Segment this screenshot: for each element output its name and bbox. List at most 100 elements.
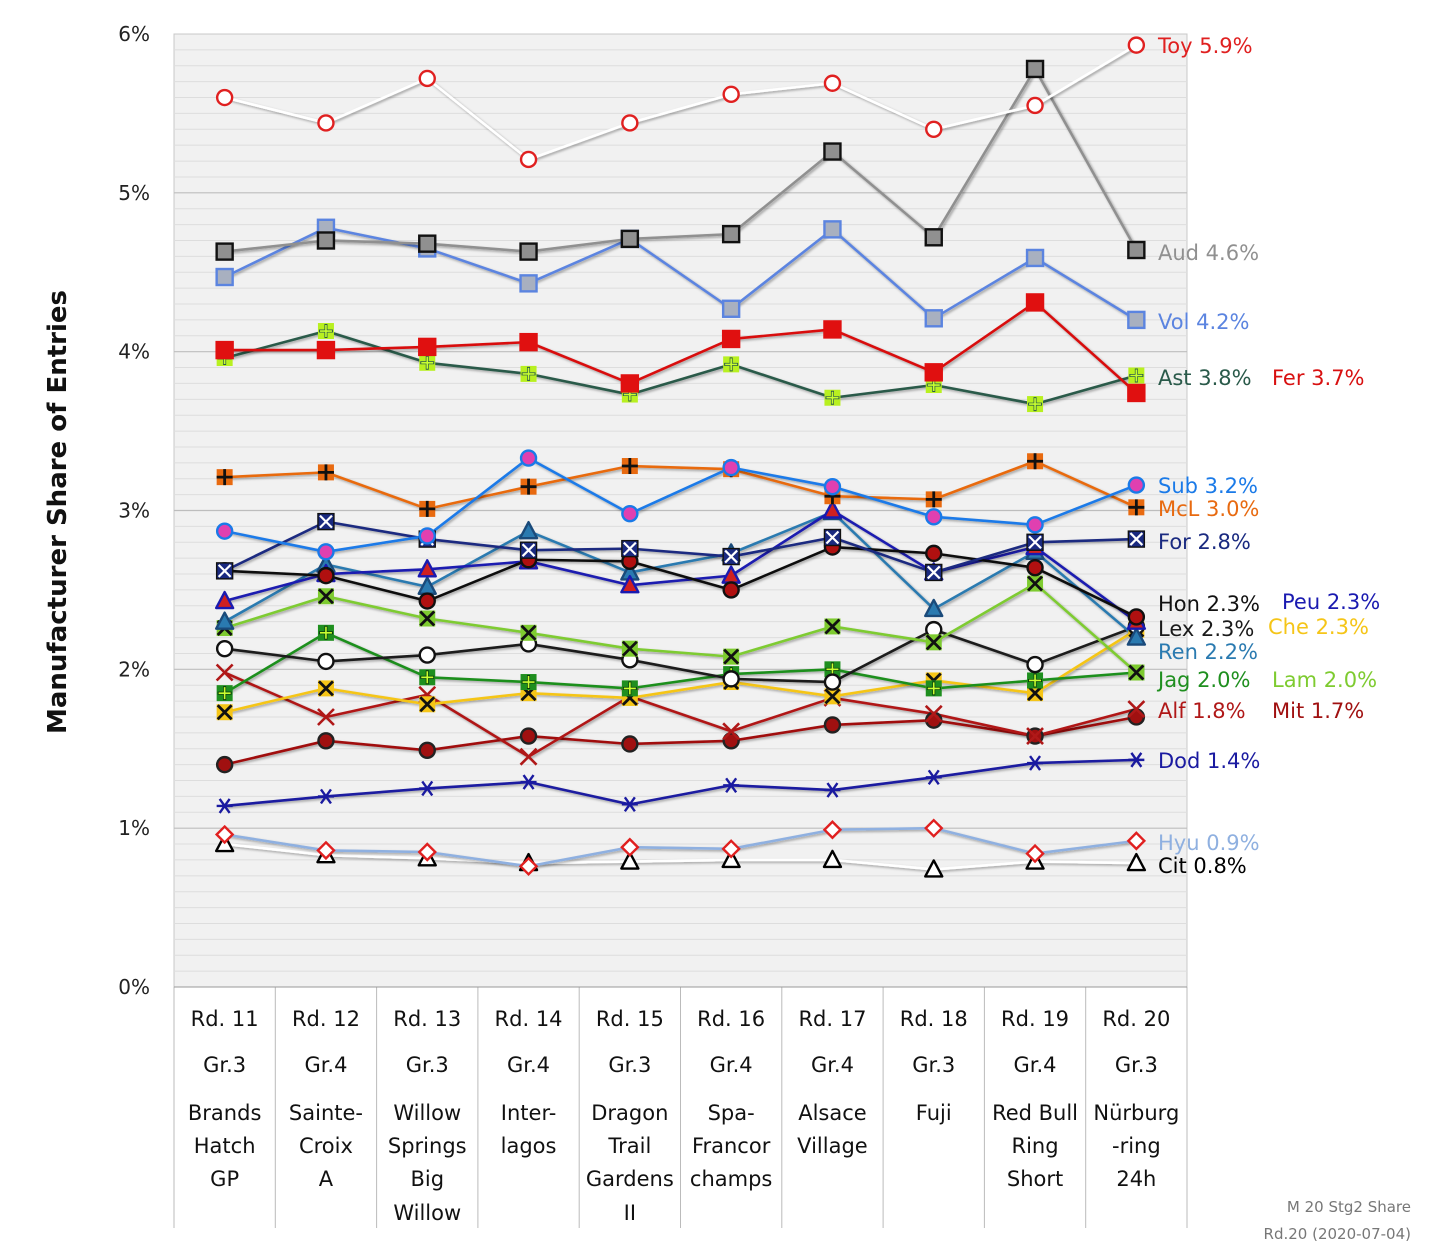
data-point-alf <box>215 663 234 682</box>
data-point-fer <box>924 363 943 382</box>
data-point-fer <box>823 320 842 339</box>
data-point-aud <box>418 234 437 253</box>
y-tick-label: 3% <box>118 499 150 523</box>
data-point-for <box>1127 530 1146 548</box>
data-point-hon <box>1026 558 1044 577</box>
data-point-che <box>1027 685 1044 702</box>
data-point-lam <box>1027 575 1044 592</box>
x-tick-label: Gr.4 <box>1014 1053 1057 1077</box>
x-tick-label: Inter- <box>501 1101 557 1125</box>
x-tick-label: A <box>319 1167 334 1191</box>
data-point-cit <box>1126 852 1147 872</box>
data-point-peu <box>620 574 640 594</box>
data-point-toy <box>621 114 639 132</box>
x-tick-label: Dragon <box>591 1101 668 1125</box>
data-point-dod <box>1128 752 1145 768</box>
data-point-hon <box>925 544 943 563</box>
data-point-peu <box>417 559 437 578</box>
data-point-ast <box>419 354 436 371</box>
x-tick-label: Gr.4 <box>507 1053 550 1077</box>
y-tick-label: 4% <box>118 340 150 364</box>
data-point-che <box>824 688 841 705</box>
x-tick-label: Gr.4 <box>811 1053 854 1077</box>
series-line-mit <box>224 715 1137 766</box>
data-point-for <box>925 563 943 582</box>
data-point-dod <box>621 796 638 813</box>
data-point-sub <box>215 522 234 540</box>
x-tick-label: Nürburg <box>1093 1101 1179 1125</box>
y-tick-label: 2% <box>118 657 150 681</box>
data-point-aud <box>620 229 640 249</box>
x-tick-label: Rd. 16 <box>697 1007 765 1031</box>
end-label-lam: Lam 2.0% <box>1272 668 1377 692</box>
data-point-lam <box>419 610 436 627</box>
x-tick-label: Rd. 14 <box>495 1007 563 1031</box>
data-point-alf <box>924 704 943 723</box>
x-tick-label: Hatch <box>194 1134 256 1158</box>
data-point-lam <box>621 640 638 657</box>
y-tick-label: 0% <box>118 975 150 999</box>
x-tick-label: Willow <box>393 1101 461 1125</box>
data-point-jag <box>419 669 436 686</box>
x-tick-label: Rd. 18 <box>900 1007 968 1031</box>
data-point-cit <box>721 849 741 869</box>
data-point-toy <box>317 114 335 132</box>
data-point-mcl <box>419 500 436 517</box>
series-line-alf <box>224 671 1137 758</box>
data-point-mit <box>823 716 842 734</box>
series-line-toy <box>224 44 1138 161</box>
data-point-alf <box>519 747 538 766</box>
end-label-hyu: Hyu 0.9% <box>1158 831 1260 855</box>
data-point-hyu <box>822 820 843 840</box>
end-label-toy: Toy 5.9% <box>1157 34 1253 58</box>
data-point-mit <box>215 755 234 774</box>
end-label-aud: Aud 4.6% <box>1158 241 1259 265</box>
data-point-for <box>317 512 335 531</box>
y-tick-label: 6% <box>118 22 150 46</box>
data-point-toy <box>722 85 740 104</box>
data-point-ast <box>1027 396 1044 413</box>
x-tick-label: Gr.3 <box>406 1053 449 1077</box>
data-point-sub <box>823 477 842 496</box>
end-label-mcl: McL 3.0% <box>1158 497 1259 521</box>
data-point-lam <box>520 624 537 641</box>
x-tick-label: Sainte- <box>289 1101 363 1125</box>
series-line-fer <box>224 301 1138 394</box>
data-point-ast <box>520 365 537 382</box>
y-tick-label: 5% <box>118 181 150 205</box>
footnote-line-1: M 20 Stg2 Share <box>1287 1198 1411 1216</box>
data-point-aud <box>823 142 842 161</box>
data-point-che <box>317 680 334 697</box>
data-point-sub <box>1127 476 1146 494</box>
data-point-aud <box>721 224 741 244</box>
series-lines <box>223 44 1138 871</box>
data-point-mcl <box>317 464 334 481</box>
x-tick-label: Gr.3 <box>203 1053 246 1077</box>
x-tick-label: Alsace <box>798 1101 866 1125</box>
footnote-line-2: Rd.20 (2020-07-04) <box>1264 1225 1411 1243</box>
x-tick-label: Gr.4 <box>710 1053 753 1077</box>
data-point-fer <box>620 374 640 393</box>
data-point-fer <box>721 329 741 349</box>
data-point-hon <box>722 581 740 599</box>
data-point-lam <box>925 634 942 651</box>
data-point-fer <box>215 340 234 360</box>
data-point-peu <box>822 500 843 519</box>
data-point-che <box>216 704 233 721</box>
data-point-vol <box>519 274 538 293</box>
x-tick-label: Gr.3 <box>912 1053 955 1077</box>
end-label-lex: Lex 2.3% <box>1158 617 1254 641</box>
data-point-mcl <box>216 469 233 486</box>
end-label-cit: Cit 0.8% <box>1158 854 1247 878</box>
x-tick-label: Big <box>410 1167 444 1191</box>
data-point-hyu <box>620 837 640 857</box>
series-line-for <box>224 520 1137 574</box>
series-line-lam <box>224 582 1138 674</box>
data-point-mcl <box>1128 499 1145 516</box>
data-point-ren <box>1126 627 1147 646</box>
y-tick-label: 1% <box>118 816 150 840</box>
data-point-jag <box>317 624 334 641</box>
series-line-dod <box>224 758 1137 808</box>
x-tick-label: Fuji <box>916 1101 952 1125</box>
